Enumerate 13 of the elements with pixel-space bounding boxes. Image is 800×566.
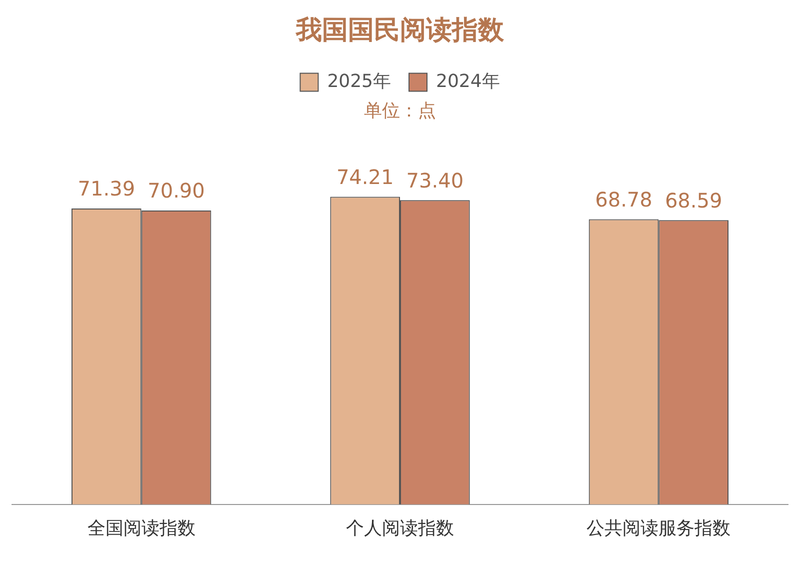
- x-tick-label: 全国阅读指数: [87, 518, 196, 539]
- data-label: 73.40: [406, 168, 464, 192]
- chart-subtitle: 单位：点: [364, 100, 436, 122]
- data-label: 68.59: [664, 188, 722, 212]
- data-label: 70.90: [148, 178, 205, 203]
- data-label: 74.21: [336, 165, 394, 190]
- chart-title: 我国国民阅读指数: [295, 15, 505, 46]
- x-tick-label: 公共阅读服务指数: [586, 518, 731, 539]
- legend-label: 2025年: [327, 70, 392, 92]
- data-label: 68.78: [595, 188, 652, 212]
- data-label: 71.39: [78, 176, 136, 201]
- x-tick-label: 个人阅读指数: [346, 518, 454, 539]
- legend-label: 2024年: [436, 70, 500, 92]
